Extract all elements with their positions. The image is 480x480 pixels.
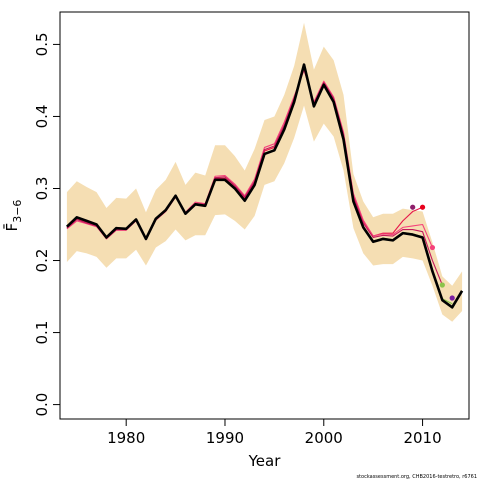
y-tick-label: 0.2 xyxy=(33,249,51,273)
x-tick-label: 2010 xyxy=(403,429,441,447)
x-tick-label: 2000 xyxy=(305,429,343,447)
y-axis: 0.0 0.1 0.2 0.3 0.4 0.5 xyxy=(33,32,60,417)
credit-text: stockassessment.org, CHB2016-testretro, … xyxy=(356,474,477,480)
x-tick-label: 1990 xyxy=(206,429,244,447)
plot-frame xyxy=(59,11,470,420)
confidence-band xyxy=(66,22,463,322)
y-tick-label: 0.5 xyxy=(33,32,51,56)
y-axis-title: F̄3−6 xyxy=(2,200,24,232)
y-tick-label: 0.1 xyxy=(33,321,51,345)
series-lines-layer xyxy=(66,63,464,309)
end-point-2012 xyxy=(439,282,445,288)
main-series-line xyxy=(66,63,464,309)
x-axis: 1980 1990 2000 2010 xyxy=(107,419,442,447)
y-tick-label: 0.4 xyxy=(33,105,51,129)
confidence-band-layer xyxy=(66,22,463,322)
end-point-2010 xyxy=(419,204,426,210)
x-tick-label: 1980 xyxy=(107,429,145,447)
y-axis-title-main: F̄ xyxy=(2,223,21,232)
y-tick-label: 0.3 xyxy=(33,177,51,201)
x-axis-title: Year xyxy=(248,452,282,470)
end-point-2009 xyxy=(410,204,416,210)
end-point-2013 xyxy=(449,295,455,301)
end-point-2011 xyxy=(429,244,436,251)
end-points-layer xyxy=(410,204,455,301)
y-tick-label: 0.0 xyxy=(33,393,51,417)
y-axis-title-subscript: 3−6 xyxy=(11,200,24,223)
